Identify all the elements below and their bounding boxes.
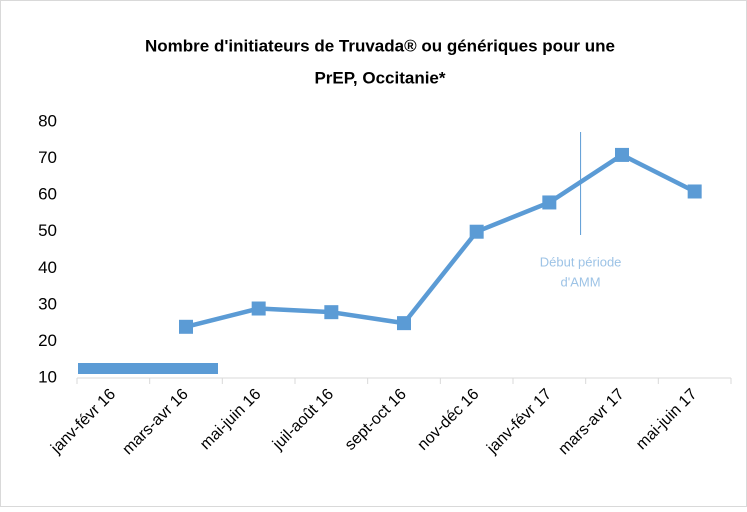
- chart-title: Nombre d'initiateurs de Truvada® ou géné…: [145, 36, 615, 55]
- overlay-bar: [78, 363, 218, 374]
- annotation: Début période: [540, 254, 622, 269]
- marker: [179, 319, 193, 334]
- marker: [615, 147, 629, 162]
- y-tick-label: 20: [38, 331, 57, 350]
- marker: [251, 301, 266, 316]
- marker: [542, 195, 557, 210]
- y-tick-label: 30: [38, 294, 57, 313]
- marker: [324, 305, 339, 320]
- y-tick-label: 40: [38, 258, 57, 277]
- marker: [469, 224, 484, 239]
- chart-title: PrEP, Occitanie*: [314, 68, 445, 87]
- series-line: [185, 152, 696, 329]
- y-tick-label: 80: [38, 111, 57, 130]
- marker: [687, 184, 702, 199]
- y-tick-label: 10: [38, 367, 57, 386]
- y-tick-label: 50: [38, 221, 57, 240]
- y-tick-label: 70: [38, 148, 57, 167]
- annotation: d'AMM: [561, 274, 601, 289]
- marker: [397, 316, 411, 331]
- y-tick-label: 60: [38, 185, 57, 204]
